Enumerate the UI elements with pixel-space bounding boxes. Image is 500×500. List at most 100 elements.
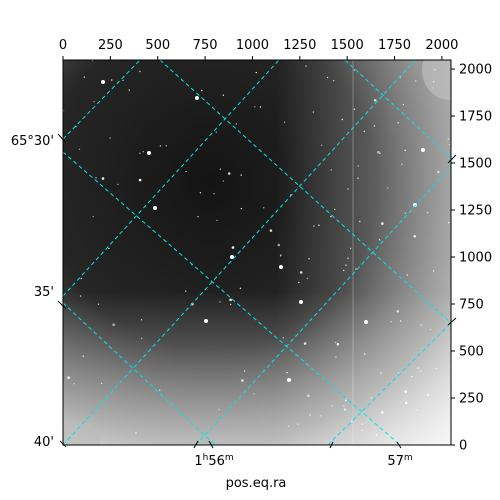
star (213, 193, 215, 195)
star (343, 269, 345, 272)
star (373, 99, 377, 102)
bright-star (413, 203, 417, 207)
star (83, 76, 86, 78)
star (387, 187, 389, 189)
bright-star (287, 378, 291, 382)
star (341, 118, 343, 121)
star (165, 145, 167, 147)
bright-star (364, 320, 368, 324)
ra-tick-mark (396, 441, 402, 449)
star (309, 414, 311, 416)
star (222, 94, 225, 96)
star (197, 216, 199, 218)
star (241, 379, 244, 382)
star (426, 212, 429, 214)
top-tick-label: 2000 (425, 38, 458, 53)
star (277, 243, 281, 247)
star (255, 71, 257, 74)
star (375, 434, 378, 436)
dec-tick-label: 40' (34, 435, 54, 450)
star (263, 207, 265, 209)
star (416, 409, 418, 411)
star (286, 371, 288, 374)
star (351, 420, 353, 422)
star (353, 69, 355, 71)
star (139, 152, 141, 154)
star (349, 247, 352, 250)
star (280, 254, 282, 256)
top-tick-label: 1500 (331, 38, 364, 53)
star (432, 270, 435, 272)
star (92, 215, 94, 218)
star (397, 122, 399, 124)
bright-star (147, 151, 151, 155)
star (357, 165, 359, 167)
right-tick-label: 0 (459, 439, 467, 454)
bright-star (195, 96, 199, 100)
star (343, 408, 347, 411)
star (390, 321, 392, 323)
star (229, 298, 232, 302)
bright-star (299, 300, 303, 304)
star (381, 411, 384, 414)
star (378, 239, 381, 241)
coordinate-grid (63, 60, 451, 445)
star (320, 144, 323, 146)
star (282, 337, 284, 339)
star (355, 268, 357, 270)
star (73, 383, 75, 385)
top-tick-label: 1250 (283, 38, 316, 53)
ra-tick-mark (208, 440, 214, 449)
star (111, 79, 113, 81)
bright-star (101, 80, 105, 84)
star (142, 151, 144, 153)
grid-line (63, 60, 280, 297)
star (78, 148, 81, 150)
star (219, 301, 221, 303)
star (297, 423, 299, 425)
top-tick-label: 750 (193, 38, 218, 53)
star (335, 356, 337, 358)
star (253, 393, 255, 395)
star (363, 130, 365, 133)
star (231, 246, 235, 249)
ra-tick-mark (329, 441, 334, 449)
star (219, 168, 222, 170)
star (353, 108, 356, 111)
right-tick-label: 1000 (459, 251, 492, 266)
star (108, 247, 110, 250)
star (426, 393, 430, 397)
bright-star (230, 255, 234, 259)
star (347, 188, 349, 190)
star (420, 324, 422, 326)
star (303, 342, 307, 345)
star (379, 152, 381, 154)
star (159, 389, 161, 391)
star (298, 281, 300, 284)
star (122, 79, 124, 82)
star (435, 367, 438, 370)
star (417, 367, 419, 369)
star (141, 337, 143, 339)
star (333, 80, 335, 82)
grid-line (159, 60, 451, 324)
dec-tick-mark (59, 440, 67, 448)
star (432, 87, 434, 89)
star (117, 183, 119, 186)
star (312, 111, 314, 113)
star (330, 169, 332, 171)
grid-line (63, 60, 141, 140)
bright-star (421, 148, 425, 152)
right-tick-label: 750 (459, 298, 484, 313)
top-tick-label: 0 (59, 38, 67, 53)
top-tick-label: 1750 (378, 38, 411, 53)
star (406, 274, 408, 276)
right-tick-label: 1250 (459, 204, 492, 219)
plot-frame (62, 59, 452, 446)
star (404, 212, 406, 214)
ra-axis: 1h56m 57m (193, 440, 413, 469)
star (230, 303, 232, 306)
top-tick-label: 1000 (236, 38, 269, 53)
sky-image (63, 60, 451, 445)
star (330, 215, 332, 218)
